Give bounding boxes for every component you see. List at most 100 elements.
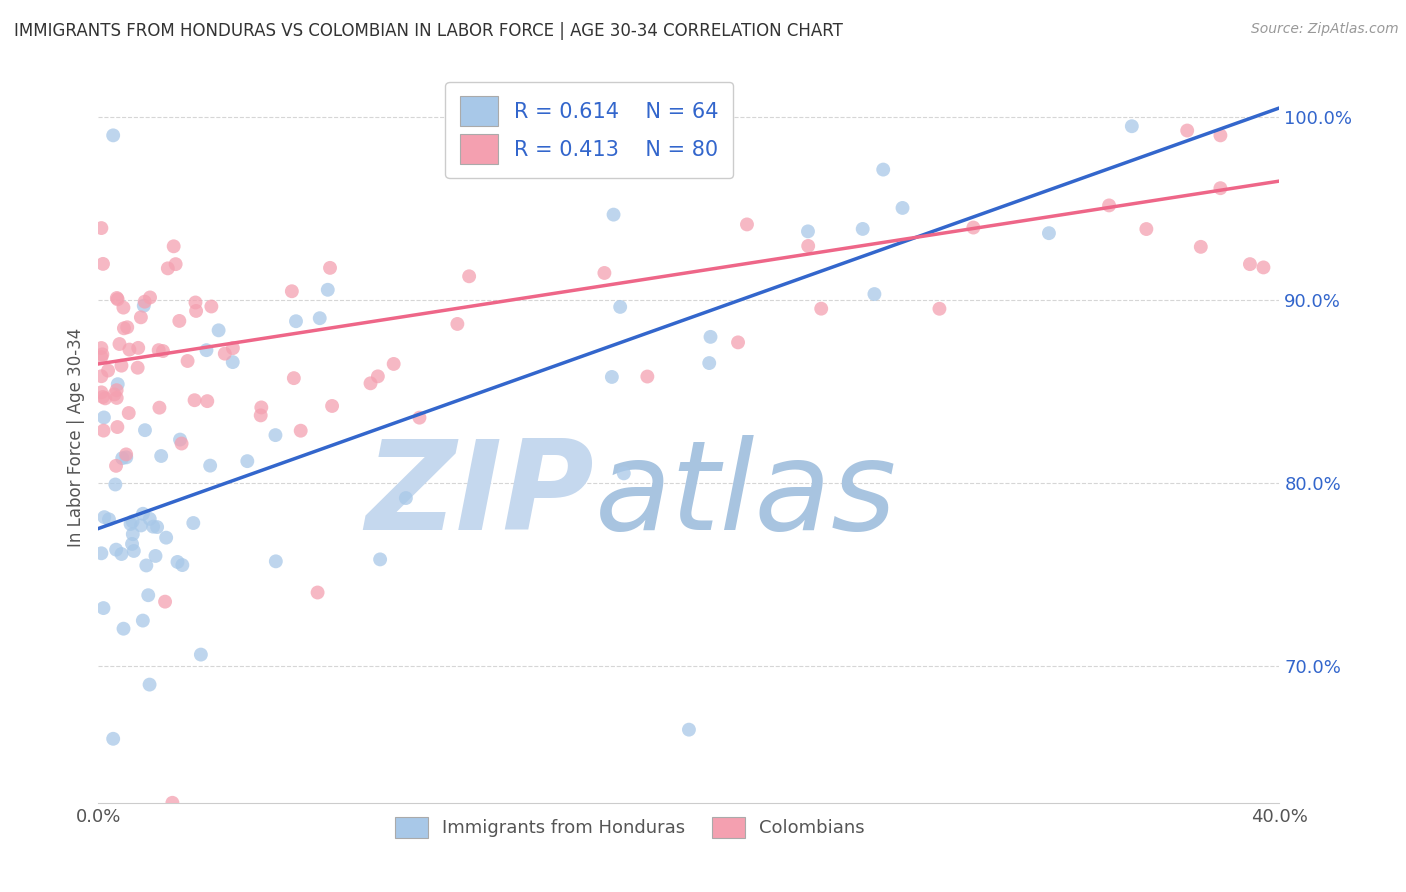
Point <box>162 796 184 810</box>
Point <box>93 410 115 425</box>
Point <box>90 221 112 235</box>
Point <box>321 399 343 413</box>
Point <box>93 601 115 615</box>
Point <box>105 291 128 305</box>
Point <box>118 343 141 357</box>
Point <box>93 424 115 438</box>
Point <box>236 454 259 468</box>
Point <box>134 423 156 437</box>
Point <box>316 283 339 297</box>
Point <box>150 449 173 463</box>
Point <box>1098 198 1121 212</box>
Point <box>98 512 121 526</box>
Point <box>115 450 138 465</box>
Point <box>198 458 221 473</box>
Point <box>264 428 287 442</box>
Point <box>593 266 616 280</box>
Point <box>139 512 162 526</box>
Point <box>107 377 129 392</box>
Point <box>142 519 165 533</box>
Point <box>115 320 138 334</box>
Point <box>105 383 128 397</box>
Point <box>810 301 832 316</box>
Point <box>600 370 623 384</box>
Point <box>118 406 141 420</box>
Point <box>727 335 749 350</box>
Point <box>132 614 155 628</box>
Point <box>609 300 631 314</box>
Point <box>1038 226 1060 240</box>
Point <box>91 347 114 361</box>
Text: atlas: atlas <box>595 435 897 556</box>
Text: Source: ZipAtlas.com: Source: ZipAtlas.com <box>1251 22 1399 37</box>
Y-axis label: In Labor Force | Age 30-34: In Labor Force | Age 30-34 <box>66 327 84 547</box>
Point <box>105 542 128 557</box>
Point <box>285 314 308 328</box>
Point <box>1121 119 1143 133</box>
Point <box>111 451 134 466</box>
Point <box>1175 123 1198 137</box>
Point <box>105 420 128 434</box>
Point <box>891 201 914 215</box>
Point <box>110 547 132 561</box>
Point <box>112 321 135 335</box>
Point <box>1209 128 1232 143</box>
Point <box>319 260 342 275</box>
Point <box>121 515 143 529</box>
Point <box>103 387 125 401</box>
Point <box>148 343 170 358</box>
Point <box>112 622 135 636</box>
Point <box>91 390 114 404</box>
Point <box>90 385 112 400</box>
Point <box>90 341 112 355</box>
Point <box>222 355 245 369</box>
Point <box>148 401 170 415</box>
Point <box>678 723 700 737</box>
Point <box>169 433 191 447</box>
Point <box>250 401 273 415</box>
Point <box>121 527 143 541</box>
Point <box>382 357 405 371</box>
Point <box>127 341 149 355</box>
Point <box>264 554 287 568</box>
Point <box>367 369 389 384</box>
Point <box>90 350 112 364</box>
Point <box>697 356 720 370</box>
Point <box>368 552 391 566</box>
Point <box>222 341 245 355</box>
Point <box>214 346 236 360</box>
Point <box>458 269 481 284</box>
Point <box>1253 260 1275 275</box>
Point <box>138 677 160 691</box>
Point <box>190 648 212 662</box>
Point <box>249 409 271 423</box>
Point <box>797 224 820 238</box>
Point <box>165 257 187 271</box>
Point <box>105 391 128 405</box>
Point <box>145 549 167 563</box>
Point <box>104 477 127 491</box>
Point <box>136 588 159 602</box>
Point <box>108 337 131 351</box>
Point <box>1189 240 1212 254</box>
Point <box>290 424 312 438</box>
Point <box>115 447 138 461</box>
Point <box>200 300 222 314</box>
Point <box>195 394 218 409</box>
Point <box>307 585 329 599</box>
Point <box>395 491 418 505</box>
Point <box>852 222 875 236</box>
Point <box>636 369 658 384</box>
Point <box>207 323 229 337</box>
Point <box>169 314 191 328</box>
Point <box>97 363 120 377</box>
Point <box>103 128 125 143</box>
Point <box>163 239 186 253</box>
Point <box>90 546 112 560</box>
Point <box>120 516 142 531</box>
Point <box>928 301 950 316</box>
Point <box>283 371 305 385</box>
Point <box>146 520 169 534</box>
Point <box>176 354 198 368</box>
Legend: Immigrants from Honduras, Colombians: Immigrants from Honduras, Colombians <box>388 810 872 845</box>
